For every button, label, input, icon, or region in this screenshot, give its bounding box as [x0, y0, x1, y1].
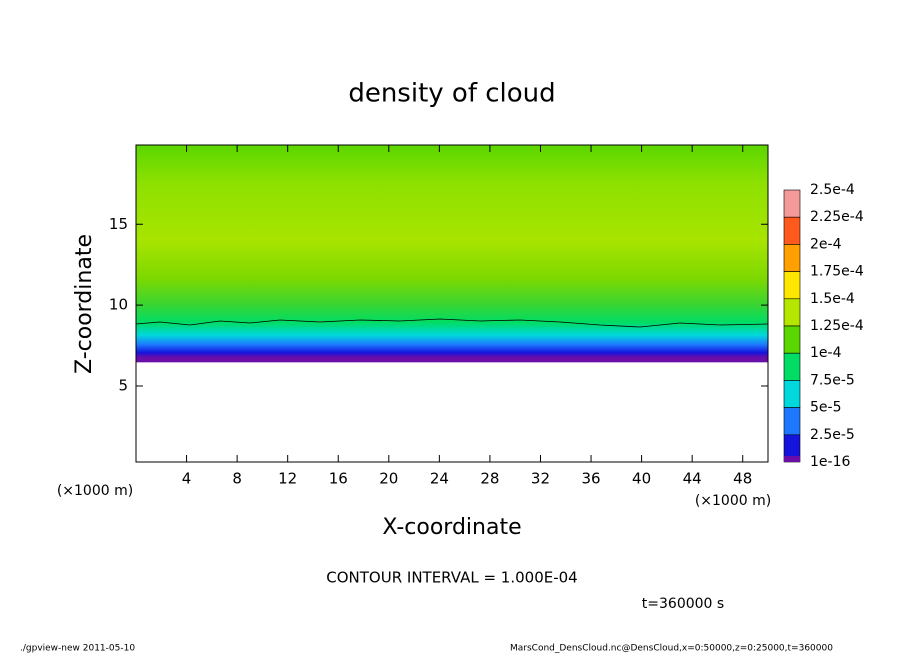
x-tick-label: 24 [430, 470, 449, 488]
x-tick-label: 44 [683, 470, 702, 488]
y-tick-label: 15 [109, 215, 128, 233]
colorbar-label: 5e-5 [810, 400, 841, 416]
x-unit-label: (×1000 m) [695, 493, 771, 509]
colorbar-label: 2.25e-4 [810, 209, 864, 225]
time-label: t=360000 s [642, 596, 724, 612]
colorbar-box [783, 189, 801, 218]
colorbar-label: 7.5e-5 [810, 372, 855, 388]
contour-line [135, 318, 769, 328]
colorbar-label: 1e-4 [810, 345, 842, 361]
x-tick-label: 12 [278, 470, 297, 488]
x-tick-label: 8 [232, 470, 242, 488]
x-tick-label: 36 [581, 470, 600, 488]
x-tick-label: 16 [329, 470, 348, 488]
colorbar-label: 1.75e-4 [810, 264, 864, 280]
colorbar-box [783, 352, 801, 381]
colorbar-label: 1.25e-4 [810, 318, 864, 334]
x-axis-label: X-coordinate [382, 515, 521, 540]
x-tick-label: 4 [182, 470, 192, 488]
colorbar-box [783, 244, 801, 272]
x-tick-label: 20 [379, 470, 398, 488]
colorbar-box [783, 380, 801, 408]
colorbar-label: 1e-16 [810, 454, 850, 470]
x-tick-label: 40 [632, 470, 651, 488]
colorbar-box [783, 407, 801, 436]
footer-right: MarsCond_DensCloud.nc@DensCloud,x=0:5000… [510, 644, 833, 654]
colorbar-box [783, 325, 801, 354]
colorbar-box [783, 298, 801, 327]
colorbar-label: 2.5e-4 [810, 182, 855, 198]
colorbar-box [783, 216, 801, 245]
contour-interval: CONTOUR INTERVAL = 1.000E-04 [326, 569, 577, 587]
y-tick-label: 5 [118, 376, 128, 394]
footer-left: ./gpview-new 2011-05-10 [20, 644, 135, 654]
plot-frame [135, 144, 769, 463]
colorbar-label: 2e-4 [810, 236, 842, 252]
colorbar-label: 2.5e-5 [810, 427, 855, 443]
x-tick-label: 48 [733, 470, 752, 488]
density-field [136, 145, 768, 462]
colorbar-box [783, 271, 801, 300]
x-tick-label: 32 [531, 470, 550, 488]
x-tick-label: 28 [480, 470, 499, 488]
y-axis-label: Z-coordinate [72, 234, 97, 374]
colorbar-label: 1.5e-4 [810, 291, 855, 307]
colorbar-below [784, 456, 800, 462]
chart-title: density of cloud [348, 79, 555, 109]
y-tick-label: 10 [109, 296, 128, 314]
x-unit-label: (×1000 m) [57, 483, 133, 499]
